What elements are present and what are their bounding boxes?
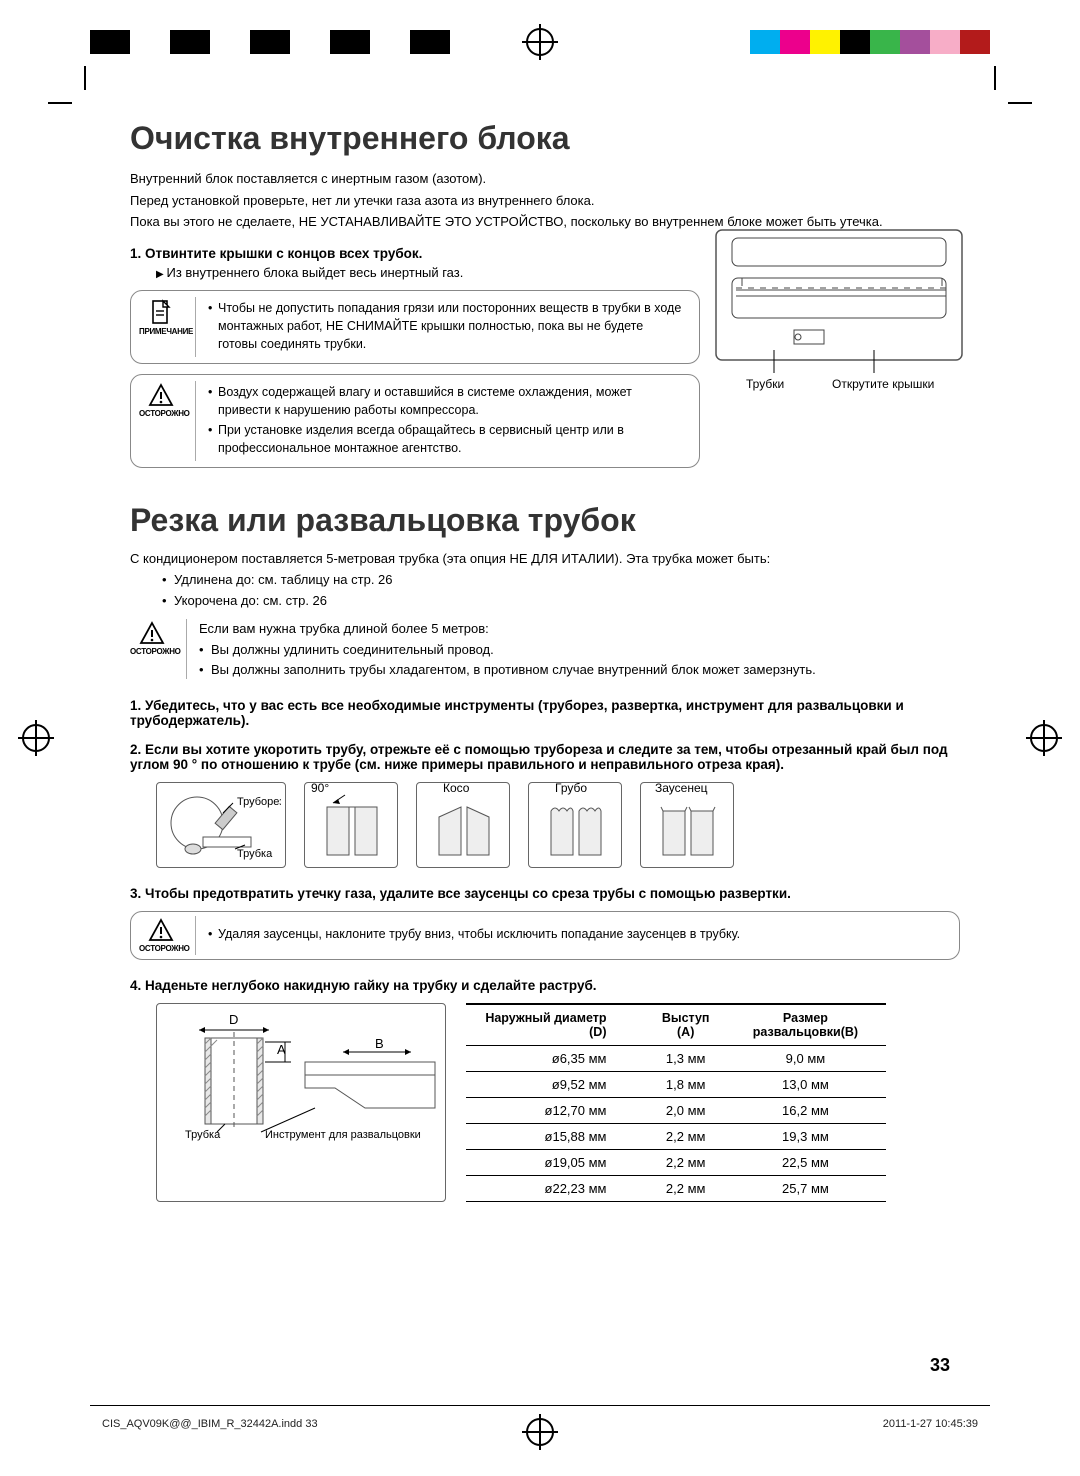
table-row: ø22,23 мм2,2 мм25,7 мм bbox=[466, 1175, 886, 1201]
table-cell: ø12,70 мм bbox=[466, 1097, 647, 1123]
table-cell: ø6,35 мм bbox=[466, 1045, 647, 1071]
footer-left: CIS_AQV09K@@_IBIM_R_32442A.indd 33 bbox=[102, 1418, 318, 1430]
crop-mark bbox=[60, 78, 88, 106]
table-cell: 1,3 мм bbox=[647, 1045, 725, 1071]
cut-label-90: 90° bbox=[311, 781, 329, 795]
table-row: ø19,05 мм2,2 мм22,5 мм bbox=[466, 1149, 886, 1175]
section1-intro: Внутренний блок поставляется с инертным … bbox=[130, 169, 960, 232]
registration-target-bottom bbox=[526, 1418, 554, 1446]
table-row: ø12,70 мм2,0 мм16,2 мм bbox=[466, 1097, 886, 1123]
section2-title: Резка или развальцовка трубок bbox=[130, 502, 960, 539]
svg-text:B: B bbox=[375, 1036, 384, 1051]
registration-bar-right bbox=[750, 30, 990, 54]
table-cell: ø19,05 мм bbox=[466, 1149, 647, 1175]
crop-mark bbox=[992, 78, 1020, 106]
table-cell: 1,8 мм bbox=[647, 1071, 725, 1097]
step-text: 4. Наденьте неглубоко накидную гайку на … bbox=[130, 978, 960, 993]
section1-title: Очистка внутреннего блока bbox=[130, 120, 960, 157]
step-text: 3. Чтобы предотвратить утечку газа, удал… bbox=[130, 886, 960, 901]
warning-icon bbox=[139, 621, 165, 645]
svg-text:D: D bbox=[229, 1012, 238, 1027]
table-cell: 16,2 мм bbox=[725, 1097, 886, 1123]
registration-target-top bbox=[526, 28, 554, 56]
flare-table: Наружный диаметр (D) Выступ (A) Размер р… bbox=[466, 1003, 886, 1202]
table-cell: 22,5 мм bbox=[725, 1149, 886, 1175]
table-header: Наружный диаметр (D) bbox=[466, 1004, 647, 1046]
table-cell: ø15,88 мм bbox=[466, 1123, 647, 1149]
caution-item: Удаляя заусенцы, наклоните трубу вниз, ч… bbox=[208, 925, 945, 943]
svg-text:Инструмент для развальцовки: Инструмент для развальцовки bbox=[265, 1129, 421, 1141]
list-item: Удлинена до: см. таблицу на стр. 26 bbox=[162, 570, 960, 590]
flare-diagram: D bbox=[156, 1003, 446, 1202]
diagram-label-pipes: Трубки bbox=[746, 377, 784, 391]
step-text: 2. Если вы хотите укоротить трубу, отреж… bbox=[130, 742, 960, 772]
table-cell: 25,7 мм bbox=[725, 1175, 886, 1201]
svg-text:Труборез: Труборез bbox=[237, 796, 281, 808]
table-row: ø9,52 мм1,8 мм13,0 мм bbox=[466, 1071, 886, 1097]
table-cell: 2,2 мм bbox=[647, 1175, 725, 1201]
section2-intro: С кондиционером поставляется 5-метровая … bbox=[130, 551, 960, 566]
svg-text:Трубка: Трубка bbox=[237, 848, 273, 860]
diagram-label-unscrew: Открутите крышки bbox=[832, 377, 934, 391]
table-cell: 19,3 мм bbox=[725, 1123, 886, 1149]
table-header: Выступ (A) bbox=[647, 1004, 725, 1046]
table-header: Размер развальцовки(B) bbox=[725, 1004, 886, 1046]
list-item: Укорочена до: см. стр. 26 bbox=[162, 591, 960, 611]
cut-label-rough: Грубо bbox=[555, 781, 587, 795]
caution-callout: ОСТОРОЖНО Удаляя заусенцы, наклоните тру… bbox=[130, 911, 960, 960]
caution-intro: Если вам нужна трубка длиной более 5 мет… bbox=[199, 621, 960, 636]
intro-line: Перед установкой проверьте, нет ли утечк… bbox=[130, 191, 960, 211]
note-icon bbox=[149, 299, 173, 325]
caution-item: Вы должны заполнить трубы хладагентом, в… bbox=[199, 660, 960, 680]
table-cell: 13,0 мм bbox=[725, 1071, 886, 1097]
cut-examples-row: Труборез Трубка 90° Косо bbox=[156, 782, 960, 868]
table-cell: 2,2 мм bbox=[647, 1149, 725, 1175]
page-number: 33 bbox=[930, 1355, 950, 1376]
caution-item: Вы должны удлинить соединительный провод… bbox=[199, 640, 960, 660]
caution-label: ОСТОРОЖНО bbox=[130, 647, 181, 656]
registration-target-right bbox=[1030, 724, 1058, 752]
caution-callout: ОСТОРОЖНО Воздух содержащей влагу и оста… bbox=[130, 374, 700, 469]
table-cell: 2,2 мм bbox=[647, 1123, 725, 1149]
cut-label-oblique: Косо bbox=[443, 781, 469, 795]
indoor-unit-diagram: Трубки Открутите крышки bbox=[714, 228, 964, 403]
table-row: ø15,88 мм2,2 мм19,3 мм bbox=[466, 1123, 886, 1149]
warning-icon bbox=[148, 918, 174, 942]
section2-intro-list: Удлинена до: см. таблицу на стр. 26 Укор… bbox=[162, 570, 960, 610]
footer-rule bbox=[90, 1405, 990, 1406]
note-callout: ПРИМЕЧАНИЕ Чтобы не допустить попадания … bbox=[130, 290, 700, 364]
registration-bar-left bbox=[90, 30, 450, 54]
table-cell: 9,0 мм bbox=[725, 1045, 886, 1071]
table-cell: 2,0 мм bbox=[647, 1097, 725, 1123]
caution-item: При установке изделия всегда обращайтесь… bbox=[208, 421, 685, 457]
caution-label: ОСТОРОЖНО bbox=[139, 409, 190, 418]
warning-icon bbox=[148, 383, 174, 407]
svg-text:Трубка: Трубка bbox=[185, 1129, 221, 1141]
cut-label-burr: Заусенец bbox=[655, 781, 708, 795]
table-cell: ø22,23 мм bbox=[466, 1175, 647, 1201]
note-label: ПРИМЕЧАНИЕ bbox=[139, 327, 193, 336]
caution-block: ОСТОРОЖНО Если вам нужна трубка длиной б… bbox=[130, 621, 960, 680]
note-item: Чтобы не допустить попадания грязи или п… bbox=[208, 299, 685, 353]
intro-line: Внутренний блок поставляется с инертным … bbox=[130, 169, 960, 189]
table-cell: ø9,52 мм bbox=[466, 1071, 647, 1097]
caution-item: Воздух содержащей влагу и оставшийся в с… bbox=[208, 383, 685, 419]
registration-target-left bbox=[22, 724, 50, 752]
step-text: 1. Убедитесь, что у вас есть все необход… bbox=[130, 698, 960, 728]
caution-label: ОСТОРОЖНО bbox=[139, 944, 190, 953]
footer-right: 2011-1-27 10:45:39 bbox=[883, 1418, 978, 1430]
table-row: ø6,35 мм1,3 мм9,0 мм bbox=[466, 1045, 886, 1071]
